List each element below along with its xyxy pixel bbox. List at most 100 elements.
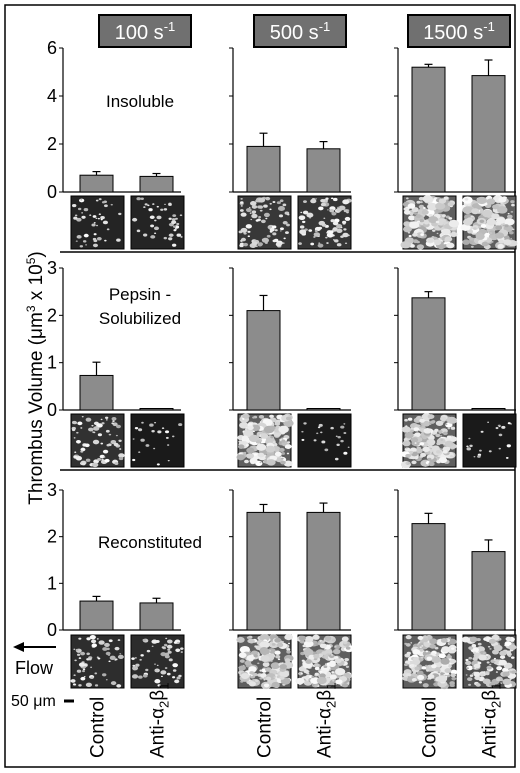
platelet-speck [409,221,420,229]
micrograph-thumbnail [400,413,458,469]
platelet-speck [469,674,474,677]
platelet-speck [482,652,486,654]
platelet-speck [104,458,110,463]
platelet-speck [416,430,419,433]
platelet-speck [77,207,82,211]
platelet-speck [238,665,246,671]
platelet-speck [435,420,444,426]
platelet-speck [318,220,326,226]
platelet-speck [323,217,326,219]
platelet-speck [404,432,414,439]
shear-badge-box [98,14,192,48]
platelet-speck [482,209,493,218]
platelet-speck [140,654,144,657]
platelet-speck [313,439,317,442]
platelet-speck [446,242,455,249]
platelet-speck [250,218,253,221]
platelet-speck [243,451,247,454]
platelet-speck [426,669,430,672]
platelet-speck [279,663,287,670]
platelet-speck [405,197,409,200]
platelet-speck [447,427,451,430]
platelet-speck [440,438,444,441]
platelet-speck [134,657,137,659]
platelet-speck [419,425,422,428]
platelet-speck [498,659,507,666]
platelet-speck [332,197,338,202]
platelet-speck [160,670,167,675]
platelet-speck [245,444,249,447]
platelet-speck [412,232,418,237]
platelet-speck [507,422,511,425]
platelet-speck [439,435,443,437]
platelet-speck [437,675,448,683]
platelet-speck [284,658,291,663]
platelet-speck [80,199,83,201]
platelet-speck [105,679,108,681]
platelet-speck [405,634,412,640]
platelet-speck [238,444,245,449]
platelet-speck [416,200,421,204]
micrograph-thumbnail [236,633,294,690]
platelet-speck [343,209,348,213]
platelet-speck [157,684,161,687]
platelet-speck [324,649,333,655]
platelet-speck [175,648,181,653]
platelet-speck [411,460,417,465]
platelet-speck [407,417,413,421]
platelet-speck [320,202,327,207]
platelet-speck [271,642,276,646]
platelet-speck [347,234,350,237]
platelet-speck [505,636,512,642]
platelet-speck [428,666,432,668]
platelet-speck [433,239,442,246]
platelet-speck [163,208,168,211]
platelet-speck [275,242,282,247]
platelet-speck [116,684,122,688]
category-base: Control [420,697,441,758]
platelet-speck [470,215,474,218]
platelet-speck [260,219,266,224]
platelet-speck [138,428,143,432]
platelet-speck [444,668,452,674]
platelet-speck [451,647,455,650]
platelet-speck [451,676,457,681]
platelet-speck [251,241,258,246]
platelet-speck [411,677,417,682]
platelet-speck [249,675,252,677]
platelet-speck [81,416,84,418]
bar [471,408,506,411]
platelet-speck [274,650,281,655]
bar [411,523,446,631]
platelet-speck [498,239,504,244]
platelet-speck [81,215,86,219]
platelet-speck [409,450,414,454]
platelet-speck [95,217,98,219]
category-base: Anti-α [480,708,501,758]
platelet-speck [112,420,115,423]
platelet-speck [441,228,451,235]
platelet-speck [303,648,314,656]
platelet-speck [92,243,98,248]
platelet-speck [503,239,512,246]
platelet-speck [260,648,270,656]
figure-frame [4,4,516,768]
shear-badge-label: 500 s-1 [270,19,331,44]
platelet-speck [332,680,335,682]
platelet-speck [299,229,307,235]
platelet-speck [255,245,258,247]
platelet-speck [336,243,342,247]
platelet-speck [330,426,334,430]
platelet-speck [80,450,84,453]
platelet-speck [316,432,319,435]
platelet-speck [497,667,500,670]
platelet-speck [85,417,92,422]
platelet-speck [481,241,489,247]
category-label: Anti-α2β1 [148,683,172,758]
category-label: Control [420,697,441,758]
platelet-speck [90,656,92,658]
row-0: Insoluble 0 2 4 6 [47,38,518,250]
platelet-speck [240,201,244,204]
platelet-speck [331,671,335,674]
